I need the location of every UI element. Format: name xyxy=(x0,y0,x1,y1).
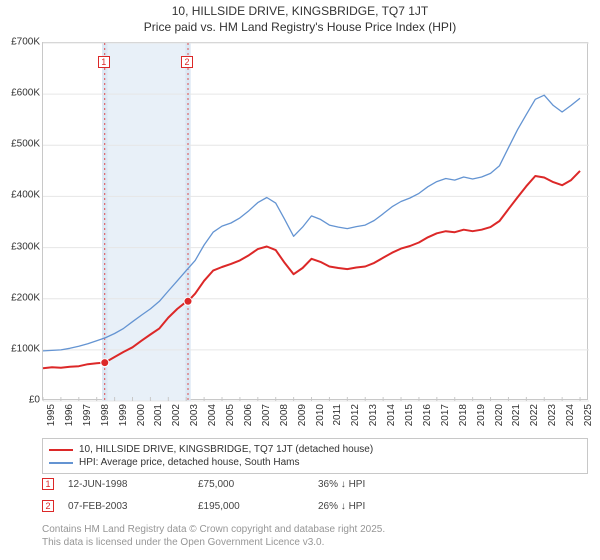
plot-svg xyxy=(43,43,587,399)
x-tick-label: 2019 xyxy=(476,404,487,426)
x-tick-label: 1998 xyxy=(100,404,111,426)
x-tick-label: 2025 xyxy=(583,404,594,426)
copyright: Contains HM Land Registry data © Crown c… xyxy=(42,524,385,549)
x-tick-label: 2008 xyxy=(279,404,290,426)
y-tick-label: £300K xyxy=(11,241,40,252)
x-tick-label: 2021 xyxy=(511,404,522,426)
x-tick-label: 2010 xyxy=(315,404,326,426)
x-tick-label: 1997 xyxy=(82,404,93,426)
chart-title: 10, HILLSIDE DRIVE, KINGSBRIDGE, TQ7 1JT… xyxy=(0,0,600,35)
y-tick-label: £500K xyxy=(11,139,40,150)
y-tick-label: £400K xyxy=(11,190,40,201)
x-tick-label: 2014 xyxy=(386,404,397,426)
x-tick-label: 2004 xyxy=(207,404,218,426)
legend: 10, HILLSIDE DRIVE, KINGSBRIDGE, TQ7 1JT… xyxy=(42,438,588,474)
marker-row-2: 2 07-FEB-2003 £195,000 26% ↓ HPI xyxy=(42,500,438,512)
legend-swatch-property xyxy=(49,449,73,451)
x-tick-label: 2024 xyxy=(565,404,576,426)
title-line-1: 10, HILLSIDE DRIVE, KINGSBRIDGE, TQ7 1JT xyxy=(0,4,600,20)
marker-delta-2: 26% ↓ HPI xyxy=(318,501,438,512)
callout-box: 2 xyxy=(181,56,193,68)
marker-date-2: 07-FEB-2003 xyxy=(68,501,198,512)
legend-label-hpi: HPI: Average price, detached house, Sout… xyxy=(79,457,300,468)
legend-label-property: 10, HILLSIDE DRIVE, KINGSBRIDGE, TQ7 1JT… xyxy=(79,444,373,455)
x-tick-label: 2009 xyxy=(297,404,308,426)
x-tick-label: 2013 xyxy=(368,404,379,426)
legend-item-hpi: HPI: Average price, detached house, Sout… xyxy=(49,456,581,469)
x-tick-label: 2020 xyxy=(494,404,505,426)
x-tick-label: 2005 xyxy=(225,404,236,426)
x-tick-label: 2006 xyxy=(243,404,254,426)
plot-area xyxy=(42,42,588,400)
copyright-line-2: This data is licensed under the Open Gov… xyxy=(42,537,385,550)
marker-price-1: £75,000 xyxy=(198,479,318,490)
x-tick-label: 2007 xyxy=(261,404,272,426)
y-tick-label: £700K xyxy=(11,37,40,48)
x-tick-label: 2015 xyxy=(404,404,415,426)
chart-container: 10, HILLSIDE DRIVE, KINGSBRIDGE, TQ7 1JT… xyxy=(0,0,600,560)
x-tick-label: 2003 xyxy=(189,404,200,426)
marker-row-1: 1 12-JUN-1998 £75,000 36% ↓ HPI xyxy=(42,478,438,490)
x-tick-label: 2023 xyxy=(547,404,558,426)
y-tick-label: £200K xyxy=(11,292,40,303)
x-tick-label: 1996 xyxy=(64,404,75,426)
y-tick-label: £100K xyxy=(11,343,40,354)
x-tick-label: 2000 xyxy=(136,404,147,426)
x-tick-label: 1999 xyxy=(118,404,129,426)
legend-swatch-hpi xyxy=(49,462,73,464)
callout-box: 1 xyxy=(98,56,110,68)
y-tick-label: £600K xyxy=(11,88,40,99)
marker-delta-1: 36% ↓ HPI xyxy=(318,479,438,490)
x-tick-label: 2001 xyxy=(153,404,164,426)
y-tick-label: £0 xyxy=(29,395,40,406)
marker-price-2: £195,000 xyxy=(198,501,318,512)
x-tick-label: 2018 xyxy=(458,404,469,426)
x-tick-label: 2022 xyxy=(529,404,540,426)
copyright-line-1: Contains HM Land Registry data © Crown c… xyxy=(42,524,385,537)
x-tick-label: 2017 xyxy=(440,404,451,426)
title-line-2: Price paid vs. HM Land Registry's House … xyxy=(0,20,600,36)
x-tick-label: 2002 xyxy=(171,404,182,426)
x-tick-label: 1995 xyxy=(46,404,57,426)
marker-badge-2: 2 xyxy=(42,500,54,512)
legend-item-property: 10, HILLSIDE DRIVE, KINGSBRIDGE, TQ7 1JT… xyxy=(49,443,581,456)
x-tick-label: 2016 xyxy=(422,404,433,426)
x-tick-label: 2012 xyxy=(350,404,361,426)
marker-date-1: 12-JUN-1998 xyxy=(68,479,198,490)
marker-badge-1: 1 xyxy=(42,478,54,490)
x-tick-label: 2011 xyxy=(332,404,343,426)
